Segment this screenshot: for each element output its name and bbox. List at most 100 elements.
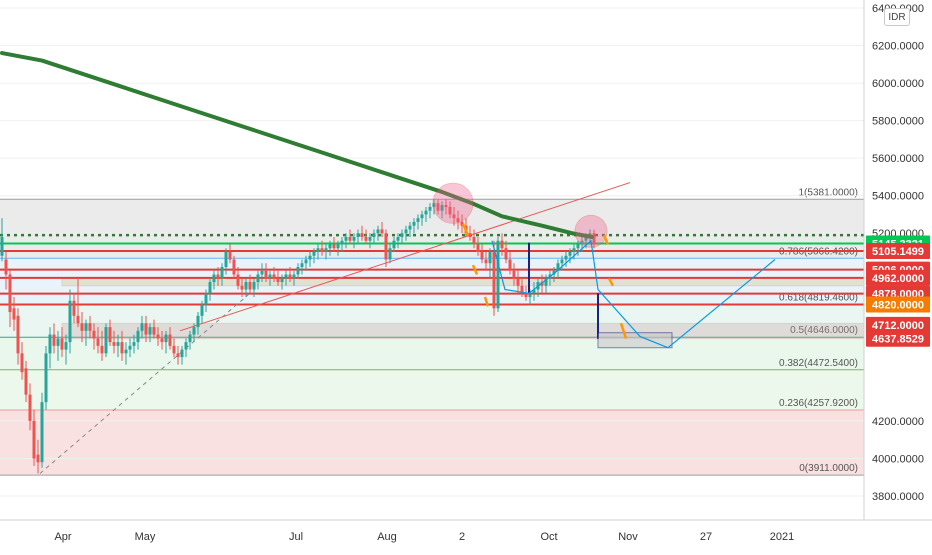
candle-body bbox=[72, 300, 76, 316]
candle-body bbox=[248, 282, 252, 290]
candle-body bbox=[288, 274, 292, 279]
x-tick-label: Jul bbox=[289, 531, 303, 543]
candle-body bbox=[136, 330, 140, 343]
candle-body bbox=[228, 252, 232, 260]
candle-body bbox=[236, 274, 240, 286]
candle-body bbox=[316, 248, 320, 252]
candle-body bbox=[220, 267, 224, 279]
candle-body bbox=[284, 274, 288, 279]
candle-body bbox=[544, 278, 548, 286]
candle-body bbox=[60, 338, 64, 350]
candle-body bbox=[452, 214, 456, 219]
candle-body bbox=[100, 345, 104, 354]
candle-body bbox=[176, 353, 180, 358]
x-tick-label: Nov bbox=[618, 531, 638, 543]
candle-body bbox=[4, 259, 8, 275]
candle-body bbox=[208, 282, 212, 294]
candle-body bbox=[104, 327, 108, 354]
price-badge bbox=[866, 330, 930, 347]
candle-body bbox=[336, 244, 340, 249]
candle-body bbox=[68, 300, 72, 343]
candle-body bbox=[568, 252, 572, 256]
candle-body bbox=[84, 323, 88, 331]
y-tick-label: 5600.0000 bbox=[872, 153, 924, 165]
candle-body bbox=[32, 420, 36, 459]
orange-arrow bbox=[461, 223, 470, 236]
orange-arrow bbox=[607, 277, 615, 287]
candle-body bbox=[272, 274, 276, 279]
highlight-circle bbox=[574, 214, 608, 248]
candle-body bbox=[44, 353, 48, 403]
candle-body bbox=[40, 402, 44, 463]
x-tick-label: 2021 bbox=[770, 531, 794, 543]
candle-body bbox=[420, 214, 424, 219]
candle-body bbox=[340, 240, 344, 245]
y-tick-label: 6000.0000 bbox=[872, 78, 924, 90]
candle-body bbox=[352, 236, 356, 241]
candle-body bbox=[580, 240, 584, 245]
candle-body bbox=[404, 229, 408, 234]
candle-body bbox=[492, 252, 496, 309]
candle-body bbox=[16, 315, 20, 354]
price-badge-label: 4820.0000 bbox=[872, 300, 924, 312]
candle-body bbox=[168, 334, 172, 346]
candle-body bbox=[28, 394, 32, 421]
candle-body bbox=[148, 327, 152, 335]
candle-body bbox=[392, 240, 396, 249]
y-tick-label: 3800.0000 bbox=[872, 491, 924, 503]
fib-band bbox=[0, 369, 864, 411]
fib-label: 1(5381.0000) bbox=[799, 187, 859, 198]
candle-body bbox=[144, 323, 148, 335]
candle-body bbox=[252, 282, 256, 290]
candle-body bbox=[428, 206, 432, 211]
x-tick-label: 27 bbox=[700, 531, 712, 543]
candle-body bbox=[364, 236, 368, 241]
y-tick-label: 6200.0000 bbox=[872, 41, 924, 53]
price-badge bbox=[866, 269, 930, 286]
candle-body bbox=[332, 244, 336, 249]
projection-path bbox=[491, 239, 776, 349]
candle-body bbox=[328, 244, 332, 249]
candle-body bbox=[532, 289, 536, 294]
candle-body bbox=[396, 236, 400, 241]
price-badge-label: 4637.8529 bbox=[872, 334, 924, 346]
candle-body bbox=[36, 454, 40, 463]
fib-label: 0.236(4257.9200) bbox=[779, 398, 858, 409]
candle-body bbox=[64, 342, 68, 350]
candle-body bbox=[76, 315, 80, 324]
candle-body bbox=[572, 248, 576, 252]
orange-arrow bbox=[471, 264, 479, 276]
candle-body bbox=[184, 342, 188, 350]
candle-body bbox=[204, 293, 208, 305]
candle-body bbox=[304, 259, 308, 264]
candle-body bbox=[300, 263, 304, 268]
candle-body bbox=[108, 327, 112, 343]
y-tick-label: 4200.0000 bbox=[872, 416, 924, 428]
x-tick-label: Aug bbox=[377, 531, 397, 543]
candle-body bbox=[560, 259, 564, 264]
candle-body bbox=[348, 236, 352, 241]
candle-body bbox=[440, 205, 444, 211]
candle-body bbox=[240, 285, 244, 290]
candle-body bbox=[416, 218, 420, 222]
candle-body bbox=[436, 203, 440, 211]
candle-body bbox=[456, 218, 460, 222]
candle-body bbox=[476, 244, 480, 252]
candle-body bbox=[160, 338, 164, 343]
candle-body bbox=[584, 236, 588, 241]
fib-label: 0.618(4819.4600) bbox=[779, 293, 858, 304]
red-trendline bbox=[179, 182, 631, 332]
candle-body bbox=[564, 255, 568, 260]
candle-body bbox=[496, 240, 500, 309]
x-tick-label: 2 bbox=[459, 531, 465, 543]
candle-body bbox=[120, 342, 124, 354]
candle-body bbox=[324, 248, 328, 252]
fib-band bbox=[0, 258, 864, 305]
candle-body bbox=[244, 282, 248, 290]
candle-body bbox=[112, 342, 116, 346]
orange-arrow bbox=[602, 234, 610, 245]
candle-body bbox=[500, 240, 504, 249]
candle-body bbox=[424, 210, 428, 215]
candle-body bbox=[292, 274, 296, 279]
